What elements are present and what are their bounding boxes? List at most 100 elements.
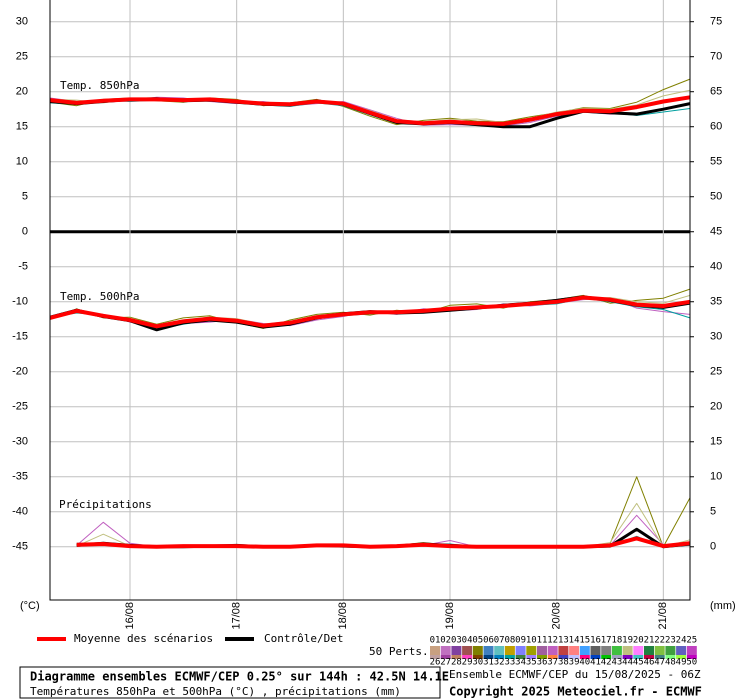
member-swatch (504, 655, 515, 659)
member-swatch (526, 646, 537, 655)
series-line (76, 536, 691, 549)
member-label: 49 (676, 658, 687, 668)
member-label: 46 (644, 658, 655, 668)
lines (49, 78, 691, 549)
y-tick-label: -20 (12, 366, 28, 378)
member-swatch (676, 655, 687, 659)
member-swatch (537, 646, 547, 655)
member-label: 15 (579, 636, 590, 646)
y2-tick-label: 25 (710, 366, 722, 378)
grid (50, 0, 694, 600)
member-label: 08 (504, 636, 515, 646)
member-swatch (611, 655, 622, 659)
y2-tick-label: 65 (710, 86, 722, 98)
member-label: 44 (622, 658, 633, 668)
ensemble-label: 50 Perts. (369, 645, 429, 658)
member-label: 17 (601, 636, 612, 646)
member-label: 12 (547, 636, 558, 646)
series-line (49, 295, 691, 329)
member-swatch (569, 655, 580, 659)
member-swatch (644, 646, 654, 655)
member-swatch (440, 655, 451, 659)
member-swatch (462, 655, 473, 659)
member-swatch (665, 646, 676, 655)
member-swatch (483, 646, 494, 655)
plot-border (49, 0, 691, 601)
y2-tick-label: 30 (710, 331, 722, 343)
y2-tick-label: 0 (710, 541, 716, 553)
y2-tick-label: 10 (710, 471, 722, 483)
member-label: 31 (483, 658, 494, 668)
y-tick-label: -30 (12, 436, 28, 448)
y-tick-label: 10 (16, 156, 28, 168)
member-label: 25 (686, 636, 697, 646)
annotation: Temp. 850hPa (60, 79, 139, 92)
x-tick-label: 20/08 (551, 602, 563, 630)
member-swatch (483, 655, 494, 659)
member-swatch (462, 646, 473, 655)
member-swatch (430, 655, 440, 659)
y2-tick-label: 35 (710, 296, 722, 308)
member-swatch (451, 646, 462, 655)
member-swatch (494, 646, 505, 655)
member-swatch (526, 655, 537, 659)
member-swatch (622, 655, 633, 659)
member-label: 50 (686, 658, 697, 668)
member-label: 04 (462, 636, 473, 646)
y2-axis-label: (mm) (710, 600, 736, 612)
x-tick-label: 16/08 (124, 602, 136, 630)
member-swatch (622, 646, 633, 655)
member-label: 21 (644, 636, 655, 646)
member-label: 47 (654, 658, 665, 668)
member-label: 36 (537, 658, 548, 668)
y-tick-label: -5 (18, 261, 28, 273)
member-swatch (686, 655, 697, 659)
y2-tick-label: 20 (710, 401, 722, 413)
member-label: 11 (537, 636, 548, 646)
member-label: 24 (676, 636, 687, 646)
member-swatch (558, 655, 569, 659)
member-swatch (654, 655, 665, 659)
member-swatch (633, 655, 644, 659)
member-swatch (472, 646, 483, 655)
member-label: 40 (579, 658, 590, 668)
footer-box (19, 666, 441, 699)
member-swatch (590, 655, 601, 659)
member-swatch (547, 646, 558, 655)
subtitle: Températures 850hPa et 500hPa (°C) , pré… (30, 685, 401, 698)
member-label: 33 (504, 658, 515, 668)
annotation: Précipitations (59, 498, 152, 511)
y-tick-label: 25 (16, 51, 28, 63)
y-tick-label: -10 (12, 296, 28, 308)
member-label: 09 (515, 636, 526, 646)
y-axis-label: (°C) (20, 600, 40, 612)
member-swatch (547, 655, 558, 659)
member-label: 35 (526, 658, 537, 668)
member-swatch (601, 655, 612, 659)
member-swatch (686, 646, 697, 655)
y2-tick-label: 5 (710, 506, 716, 518)
y-tick-label: -45 (12, 541, 28, 553)
y-tick-label: -35 (12, 471, 28, 483)
member-swatch (611, 646, 622, 655)
y2-tick-label: 70 (710, 51, 722, 63)
member-swatch (515, 646, 526, 655)
member-swatch (504, 646, 515, 655)
member-swatch (633, 646, 644, 655)
y-tick-label: 15 (16, 121, 28, 133)
member-label: 19 (622, 636, 633, 646)
legend-label: Moyenne des scénarios (74, 632, 213, 645)
member-label: 38 (558, 658, 569, 668)
member-swatch (579, 655, 590, 659)
member-label: 37 (547, 658, 558, 668)
member-swatch (430, 646, 440, 655)
y-tick-label: -40 (12, 506, 28, 518)
legend-label: Contrôle/Det (264, 632, 343, 645)
member-label: 42 (601, 658, 612, 668)
member-swatch (665, 655, 676, 659)
x-tick-label: 18/08 (337, 602, 349, 630)
y-tick-label: 20 (16, 86, 28, 98)
member-label: 30 (472, 658, 483, 668)
member-label: 16 (590, 636, 601, 646)
